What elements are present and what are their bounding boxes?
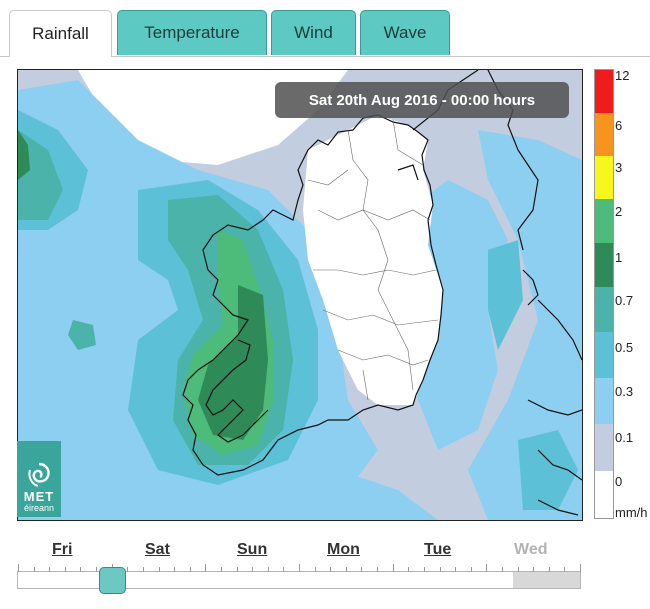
time-slider-handle[interactable]: [99, 567, 126, 594]
slider-tick: [49, 567, 51, 572]
legend-swatch-2: [595, 199, 613, 243]
legend-swatch-0.5: [595, 332, 613, 378]
slider-tick: [236, 567, 238, 572]
slider-tick: [96, 567, 98, 572]
day-mon[interactable]: Mon: [327, 541, 360, 558]
slider-tick: [189, 567, 191, 572]
slider-tick: [501, 567, 503, 572]
legend-label-0.3: 0.3: [615, 384, 634, 399]
slider-tick: [377, 567, 379, 572]
slider-tick: [470, 567, 472, 572]
legend-label-3: 3: [615, 160, 623, 175]
legend-unit: mm/h: [615, 505, 648, 520]
legend-label-0.7: 0.7: [615, 293, 634, 308]
tab-temperature[interactable]: Temperature: [117, 10, 267, 55]
legend-swatch-0.1: [595, 424, 613, 471]
dry-area-ireland: [303, 115, 443, 405]
slider-tick: [80, 567, 82, 572]
map-canvas: [18, 70, 582, 520]
logo-text-eireann: éireann: [23, 503, 55, 513]
rainfall-legend: [594, 69, 614, 519]
slider-tick: [455, 567, 457, 572]
legend-swatch-0.7: [595, 287, 613, 332]
slider-tick: [439, 567, 441, 572]
precip-layer-0.7-northwest: [18, 130, 63, 220]
legend-label-12: 12: [615, 68, 630, 83]
slider-tick: [533, 567, 535, 572]
legend-swatch-6: [595, 113, 613, 156]
slider-tick: [423, 567, 425, 572]
tab-wind[interactable]: Wind: [271, 10, 356, 55]
slider-tick: [564, 567, 566, 572]
legend-swatch-12: [595, 70, 613, 113]
slider-tick: [142, 567, 144, 572]
slider-tick: [517, 567, 519, 572]
slider-tick: [158, 567, 160, 572]
precip-layer-1-southwest: [198, 285, 268, 440]
slider-tick: [330, 567, 332, 572]
day-tue[interactable]: Tue: [424, 541, 452, 558]
legend-swatch-1: [595, 243, 613, 287]
legend-swatch-3: [595, 156, 613, 199]
slider-tick: [283, 567, 285, 572]
legend-label-0.1: 0.1: [615, 430, 634, 445]
precip-layer-1-northwest: [18, 130, 30, 180]
slider-tick: [174, 567, 176, 572]
county-borders: [307, 119, 439, 401]
day-wed: Wed: [514, 541, 548, 558]
legend-label-0.5: 0.5: [615, 340, 634, 355]
slider-tick: [252, 567, 254, 572]
slider-tick: [299, 564, 300, 572]
legend-label-6: 6: [615, 118, 623, 133]
tab-wave[interactable]: Wave: [360, 10, 450, 55]
day-fri[interactable]: Fri: [52, 541, 73, 558]
slider-tick: [64, 567, 66, 572]
rainfall-map[interactable]: [17, 69, 583, 521]
tab-bar: Rainfall Temperature Wind Wave: [0, 0, 650, 57]
slider-tick: [205, 564, 207, 572]
swirl-icon: [28, 462, 50, 487]
slider-tick: [267, 567, 269, 572]
slider-tick: [392, 564, 394, 572]
logo-text-met: MET: [23, 489, 55, 504]
slider-tick: [33, 567, 35, 572]
slider-tick: [486, 564, 488, 572]
slider-tick: [127, 567, 129, 572]
slider-tick: [220, 567, 222, 572]
slider-tick: [345, 567, 347, 572]
timestamp-label: Sat 20th Aug 2016 - 00:00 hours: [275, 82, 569, 118]
legend-label-2: 2: [615, 204, 623, 219]
slider-tick: [580, 564, 581, 572]
day-sat[interactable]: Sat: [145, 541, 170, 558]
slider-tick: [18, 564, 19, 572]
legend-swatch-0: [595, 471, 613, 518]
slider-tick: [361, 567, 363, 572]
slider-tick: [314, 567, 316, 572]
legend-swatch-0.3: [595, 378, 613, 424]
slider-tick: [548, 567, 550, 572]
day-sun[interactable]: Sun: [237, 541, 268, 558]
met-eireann-logo: MET éireann: [17, 441, 61, 517]
slider-tick: [408, 567, 410, 572]
legend-label-1: 1: [615, 250, 623, 265]
tab-rainfall[interactable]: Rainfall: [9, 10, 112, 57]
slider-unavailable-range: [513, 572, 580, 588]
precip-layer-0.3-britain: [468, 130, 582, 520]
legend-label-0: 0: [615, 474, 623, 489]
